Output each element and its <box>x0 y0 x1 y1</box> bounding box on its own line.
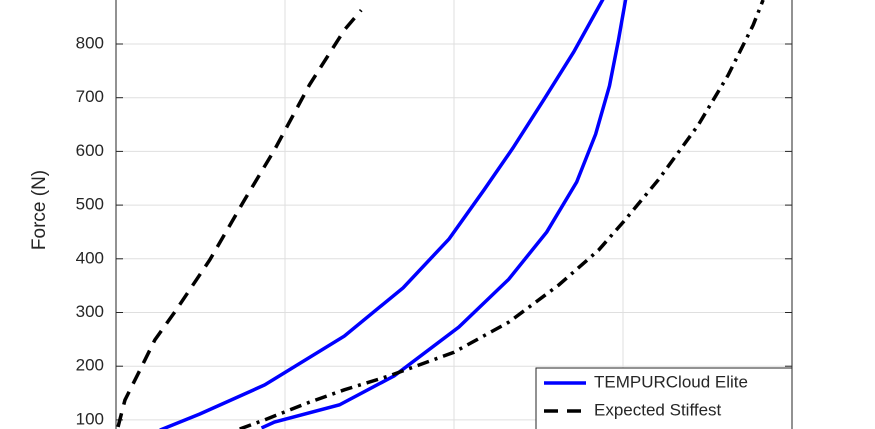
series-line <box>159 0 628 429</box>
y-tick-label: 300 <box>76 302 104 321</box>
y-tick-label: 700 <box>76 87 104 106</box>
y-tick-label: 400 <box>76 248 104 267</box>
plot-area <box>116 0 765 429</box>
legend-label: TEMPURCloud Elite <box>594 372 748 391</box>
y-tick-label: 100 <box>76 409 104 428</box>
y-axis-label: Force (N) <box>29 170 50 250</box>
legend-box <box>535 367 793 429</box>
series-line <box>116 9 363 428</box>
series-line <box>239 0 765 429</box>
y-tick-label: 800 <box>76 33 104 52</box>
y-tick-label: 200 <box>76 356 104 375</box>
y-tick-label: 500 <box>76 195 104 214</box>
y-tick-label: 600 <box>76 141 104 160</box>
legend-label: Expected Stiffest <box>594 400 722 419</box>
